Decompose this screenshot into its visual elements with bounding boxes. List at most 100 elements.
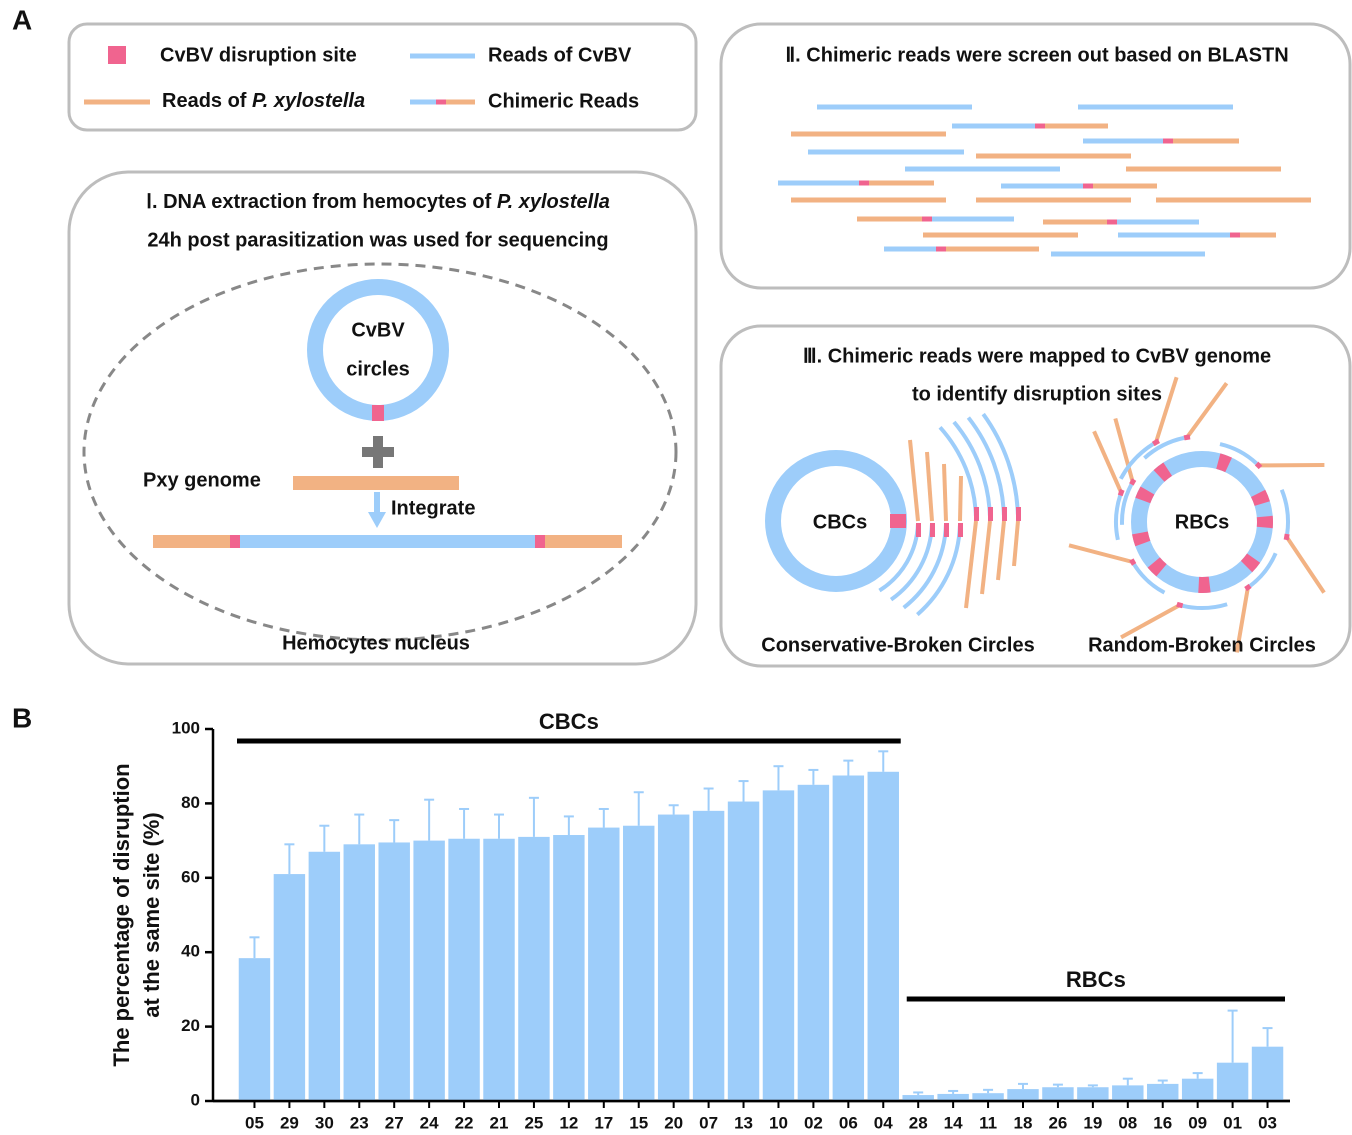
read-site: [1184, 437, 1190, 438]
legend-text: CvBV disruption site: [160, 44, 357, 66]
error-bar: [389, 820, 399, 842]
circle-label: CBCs: [813, 511, 867, 533]
y-axis-title: The percentage of disruptionat the same …: [109, 763, 164, 1066]
circle-label: RBCs: [1175, 511, 1229, 533]
x-tick-label: 19: [1083, 1113, 1102, 1132]
x-tick-label: 01: [1223, 1113, 1242, 1132]
circle-label: circles: [346, 358, 409, 380]
read-site: [1246, 586, 1251, 589]
y-tick-label: 60: [181, 867, 200, 886]
x-tick-label: 18: [1014, 1113, 1033, 1132]
error-bar: [1193, 1073, 1203, 1079]
x-tick-label: 23: [350, 1113, 369, 1132]
x-tick-label: 30: [315, 1113, 334, 1132]
read-site: [1286, 534, 1287, 540]
disruption-site: [1140, 533, 1143, 544]
genome-label: Pxy genome: [143, 469, 261, 491]
read: [982, 521, 990, 594]
legend-text: Chimeric Reads: [488, 90, 639, 112]
step-title: to identify disruption sites: [912, 383, 1162, 405]
caption: Random-Broken Circles: [1088, 634, 1316, 656]
disruption-site: [1218, 461, 1228, 465]
read: [1287, 537, 1324, 593]
y-tick-label: 40: [181, 942, 200, 961]
error-bar: [1053, 1085, 1063, 1088]
bar: [1182, 1079, 1213, 1101]
read-site: [944, 523, 949, 537]
error-bar: [843, 761, 853, 776]
read: [998, 521, 1004, 580]
bar: [344, 844, 375, 1101]
disruption-site: [1247, 558, 1254, 566]
bar: [309, 852, 340, 1101]
x-tick-label: 13: [734, 1113, 753, 1132]
error-bar: [808, 770, 818, 785]
x-tick-label: 04: [874, 1113, 893, 1132]
read: [1069, 545, 1133, 562]
x-tick-label: 22: [455, 1113, 474, 1132]
arc: [904, 525, 946, 608]
panel-label: A: [12, 4, 32, 35]
error-bar: [1228, 1011, 1238, 1063]
figure: A B CvBV disruption site Reads of CvBV Reads…: [0, 0, 1352, 1135]
x-tick-label: 14: [944, 1113, 963, 1132]
disruption-site: [1159, 469, 1168, 476]
panel-label: B: [12, 702, 32, 733]
read-site: [988, 507, 993, 521]
legend-text: Reads of P. xylostella: [162, 90, 365, 112]
x-tick-label: 10: [769, 1113, 788, 1132]
x-tick-label: 28: [909, 1113, 928, 1132]
read-site: [1131, 560, 1134, 565]
step-title: 24h post parasitization was used for seq…: [147, 229, 608, 251]
y-tick-label: 20: [181, 1016, 200, 1035]
caption: Conservative-Broken Circles: [761, 634, 1034, 656]
x-tick-label: 20: [664, 1113, 683, 1132]
y-tick-label: 80: [181, 793, 200, 812]
x-tick-label: 07: [699, 1113, 718, 1132]
read: [966, 521, 976, 608]
bar: [833, 776, 864, 1102]
error-bar: [599, 809, 609, 828]
pxy-genome: [293, 476, 459, 490]
x-tick-label: 17: [594, 1113, 613, 1132]
x-tick-label: 11: [979, 1113, 997, 1132]
error-bar: [913, 1092, 923, 1095]
arrow-head: [368, 512, 386, 528]
plus: [373, 436, 383, 468]
read-site: [974, 507, 979, 521]
error-bar: [1088, 1085, 1098, 1087]
error-bar: [669, 805, 679, 814]
integrated-genome: [153, 535, 230, 548]
error-bar: [564, 816, 574, 835]
step-title: Ⅱ. Chimeric reads were screen out based …: [785, 44, 1288, 66]
bar: [518, 837, 549, 1101]
read-site: [930, 523, 935, 537]
read-site: [1016, 507, 1021, 521]
error-bar: [424, 800, 434, 841]
bar: [798, 785, 829, 1101]
bar: [1007, 1089, 1038, 1101]
bar: [1112, 1085, 1143, 1101]
error-bar: [319, 826, 329, 852]
error-bar: [249, 937, 259, 958]
y-tick-label: 100: [172, 718, 200, 737]
error-bar: [739, 781, 749, 801]
arrow-shaft: [374, 492, 380, 514]
read-site: [1002, 507, 1007, 521]
group-label: RBCs: [1066, 967, 1126, 992]
legend-text: Reads of CvBV: [488, 44, 632, 66]
read-site: [1120, 490, 1122, 496]
disruption-site: [890, 514, 906, 528]
x-tick-label: 26: [1048, 1113, 1067, 1132]
arc: [1183, 604, 1227, 608]
error-bar: [983, 1090, 993, 1093]
error-bar: [878, 751, 888, 771]
read: [960, 476, 961, 521]
x-tick-label: 12: [559, 1113, 578, 1132]
error-bar: [634, 792, 644, 825]
bar: [868, 772, 899, 1101]
error-bar: [494, 815, 504, 839]
circle-label: CvBV: [351, 319, 405, 341]
read-site: [1177, 604, 1183, 606]
read: [1014, 521, 1018, 566]
